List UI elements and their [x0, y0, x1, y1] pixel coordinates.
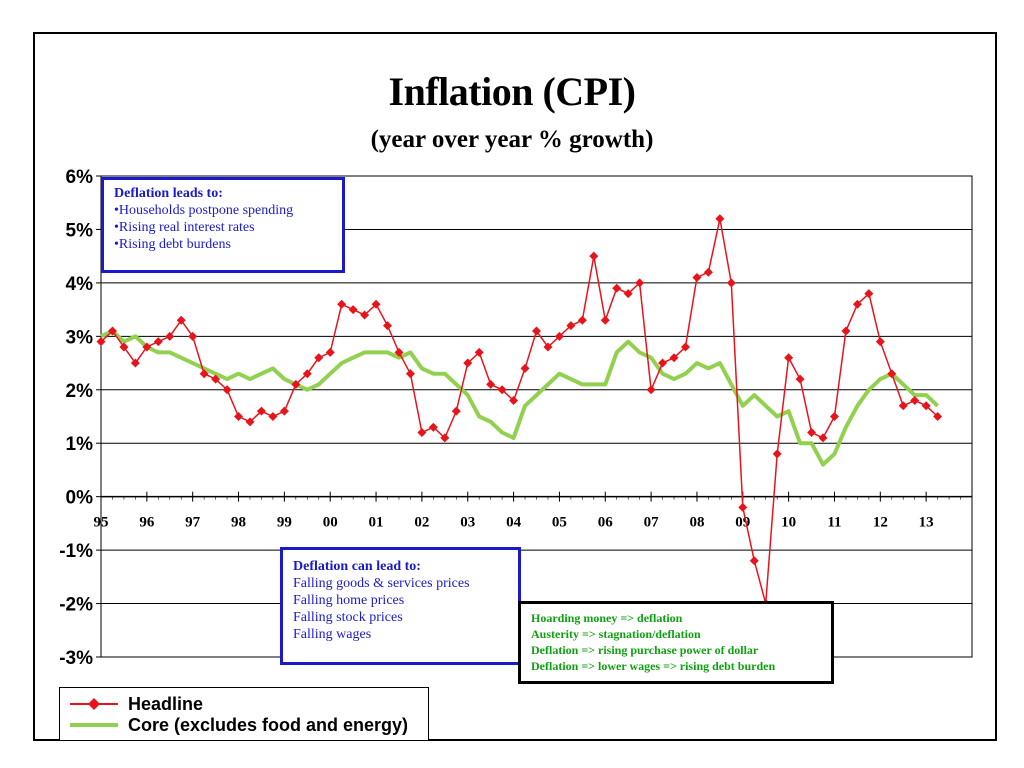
- legend-label-core: Core (excludes food and energy): [128, 715, 408, 736]
- x-tick-label: 07: [644, 515, 660, 531]
- annotation-line: •Households postpone spending: [114, 202, 332, 219]
- headline-point: [601, 316, 610, 325]
- headline-point: [692, 273, 701, 282]
- annotation-box-hoarding-austerity: Hoarding money => deflation Austerity =>…: [518, 601, 834, 684]
- x-tick-label: 13: [919, 515, 934, 531]
- annotation-box-deflation-can-lead-to: Deflation can lead to: Falling goods & s…: [280, 547, 521, 665]
- headline-point: [612, 284, 621, 293]
- headline-point: [406, 369, 415, 378]
- headline-point: [715, 214, 724, 223]
- y-tick-label: -1%: [59, 541, 93, 562]
- legend-swatch-core: [68, 718, 120, 732]
- legend-label-headline: Headline: [128, 694, 203, 715]
- annotation-line: Falling goods & services prices: [293, 575, 508, 592]
- headline-point: [589, 252, 598, 261]
- y-tick-label: -3%: [59, 648, 93, 669]
- x-tick-label: 97: [185, 515, 201, 531]
- x-tick-label: 04: [506, 515, 522, 531]
- headline-point: [647, 385, 656, 394]
- x-tick-label: 96: [139, 515, 155, 531]
- x-tick-label: 95: [94, 515, 109, 531]
- headline-point: [452, 407, 461, 416]
- core-series-line: [101, 331, 938, 465]
- headline-point: [486, 380, 495, 389]
- headline-point: [738, 503, 747, 512]
- y-tick-label: 5%: [66, 220, 94, 241]
- headline-point: [326, 348, 335, 357]
- headline-point: [704, 268, 713, 277]
- x-tick-label: 03: [460, 515, 475, 531]
- x-tick-labels: 95 96 97 98 99 00 01 02 03 04 05 06 07 08 09 10 11 12 13: [94, 515, 934, 531]
- headline-point: [750, 556, 759, 565]
- headline-point: [280, 407, 289, 416]
- annotation-line: Austerity => stagnation/deflation: [531, 626, 821, 642]
- annotation-line: Falling home prices: [293, 592, 508, 609]
- headline-point: [899, 401, 908, 410]
- y-tick-label: 0%: [66, 488, 94, 509]
- headline-point: [876, 337, 885, 346]
- legend-item-headline: Headline: [68, 694, 203, 714]
- headline-point: [383, 321, 392, 330]
- headline-point: [521, 364, 530, 373]
- x-tick-label: 06: [598, 515, 614, 531]
- annotation-line: Falling wages: [293, 626, 508, 643]
- y-tick-label: 2%: [66, 381, 94, 402]
- headline-point: [819, 433, 828, 442]
- legend-item-core: Core (excludes food and energy): [68, 715, 408, 735]
- x-tick-label: 98: [231, 515, 246, 531]
- series-core: [101, 331, 938, 465]
- annotation-line: •Rising debt burdens: [114, 236, 332, 253]
- y-tick-label: -2%: [59, 595, 93, 616]
- legend-swatch-headline: [68, 697, 120, 711]
- headline-point: [796, 375, 805, 384]
- x-tick-label: 10: [781, 515, 796, 531]
- x-tick-label: 12: [873, 515, 888, 531]
- x-tick-label: 08: [689, 515, 704, 531]
- annotation-line: •Rising real interest rates: [114, 219, 332, 236]
- y-tick-label: 6%: [66, 167, 94, 188]
- annotation-box-deflation-leads-to: Deflation leads to: •Households postpone…: [101, 177, 345, 273]
- annotation-line: Deflation => rising purchase power of do…: [531, 642, 821, 658]
- y-tick-labels: -3% -2% -1% 0% 1% 2% 3% 4% 5% 6%: [59, 167, 93, 669]
- annotation-heading: Deflation leads to:: [114, 185, 332, 202]
- x-tick-label: 02: [414, 515, 429, 531]
- headline-point: [727, 278, 736, 287]
- headline-point: [830, 412, 839, 421]
- y-tick-label: 4%: [66, 274, 94, 295]
- x-tick-label: 00: [323, 515, 338, 531]
- x-tick-label: 11: [827, 515, 841, 531]
- headline-point: [337, 300, 346, 309]
- headline-point: [314, 353, 323, 362]
- annotation-heading: Deflation can lead to:: [293, 558, 508, 575]
- annotation-line: Deflation => lower wages => rising debt …: [531, 658, 821, 674]
- x-tick-label: 01: [369, 515, 384, 531]
- headline-point: [349, 305, 358, 314]
- x-tick-label: 05: [552, 515, 567, 531]
- headline-point: [188, 332, 197, 341]
- headline-series-line: [101, 219, 938, 604]
- legend: Headline Core (excludes food and energy): [59, 687, 429, 741]
- headline-point: [154, 337, 163, 346]
- x-tick-label: 99: [277, 515, 292, 531]
- headline-point: [773, 449, 782, 458]
- headline-point: [784, 353, 793, 362]
- headline-point: [417, 428, 426, 437]
- annotation-line: Falling stock prices: [293, 609, 508, 626]
- headline-point: [807, 428, 816, 437]
- y-tick-label: 3%: [66, 327, 94, 348]
- annotation-line: Hoarding money => deflation: [531, 610, 821, 626]
- y-tick-label: 1%: [66, 434, 94, 455]
- headline-point: [234, 412, 243, 421]
- headline-point: [841, 326, 850, 335]
- headline-point: [578, 316, 587, 325]
- headline-point: [910, 396, 919, 405]
- headline-point: [268, 412, 277, 421]
